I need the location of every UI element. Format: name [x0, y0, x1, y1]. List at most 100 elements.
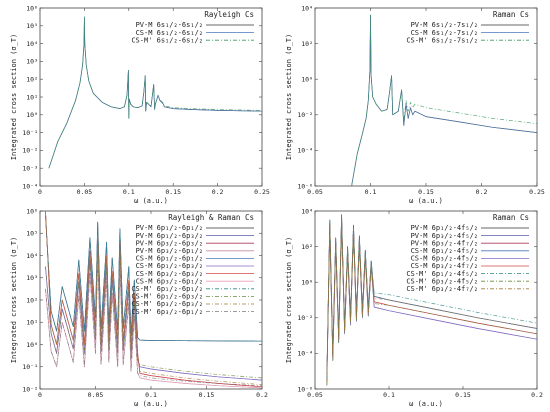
y-tick-label: 10⁻¹ — [22, 129, 38, 137]
legend: PV-M 6p₁/₂-6p₁/₂PV-M 6p₁/₂-6p₃/₂PV-M 6p₃… — [131, 224, 254, 316]
x-tick-label: 0.05 — [307, 391, 323, 399]
y-tick-label: 10⁰ — [301, 279, 313, 287]
chart-panel-4: 0.05 0.1 0.15 0.2 10⁻⁶ 10⁻⁴ 10⁻² 10⁰ 10² 10⁴ ω (a.… — [285, 207, 543, 408]
y-tick-label: 10⁰ — [301, 76, 313, 84]
chart-title: Raman Cs — [493, 10, 529, 19]
series-group — [326, 214, 537, 386]
x-tick-label: 0.25 — [254, 188, 270, 196]
series-line-2 — [351, 14, 537, 186]
y-tick-label: 10⁴ — [26, 252, 38, 260]
x-tick-label: 0.05 — [88, 391, 104, 399]
y-tick-label: 10⁵ — [26, 22, 38, 30]
legend-entry-label: CS-M 6p₃/₂-4f₇/₂ — [411, 262, 478, 270]
y-tick-label: 10⁻⁶ — [297, 182, 313, 190]
x-axis-label: ω (a.u.) — [409, 400, 443, 408]
y-tick-label: 10⁻² — [297, 314, 313, 322]
legend-entry-label: CS-M 6p₁/₂-6p₁/₂ — [136, 255, 203, 263]
legend-entry-label: CS-M' 6p₃/₂-6p₁/₂ — [131, 308, 203, 316]
chart-title: Raman Cs — [493, 213, 529, 222]
x-tick-label: 0.2 — [212, 188, 224, 196]
x-axis-label: ω (a.u.) — [409, 197, 443, 205]
legend: PV-M 6s₁/₂-6s₁/₂CS-M 6s₁/₂-6s₁/₂CS-M' 6s… — [131, 21, 254, 44]
y-tick-label: 10¹ — [26, 319, 38, 327]
chart-panel-2: 0.05 0.1 0.15 0.2 0.25 10⁻⁶ 10⁻⁴ 10⁻² 10⁰ 10² 10⁴ ω… — [285, 4, 545, 205]
y-tick-label: 10⁶ — [26, 4, 38, 12]
legend-entry-label: CS-M' 6s₁/₂-6s₁/₂ — [131, 36, 203, 44]
x-axis-label: ω (a.u.) — [134, 400, 168, 408]
y-tick-label: 10² — [301, 243, 313, 251]
legend-entry-label: CS-M 6s₁/₂-7s₁/₂ — [411, 29, 478, 37]
legend-entry-label: CS-M 6s₁/₂-6s₁/₂ — [136, 29, 203, 37]
y-tick-label: 10⁻⁶ — [297, 385, 313, 393]
series-line-3 — [351, 14, 537, 186]
x-tick-label: 0.05 — [77, 188, 93, 196]
y-tick-label: 10⁻⁴ — [297, 350, 313, 358]
y-tick-label: 10² — [26, 76, 38, 84]
legend-entry-label: CS-M 6p₁/₂-4f₅/₂ — [411, 247, 478, 255]
y-axis-label: Integrated cross section (σ_T) — [285, 34, 293, 160]
y-tick-label: 10⁶ — [26, 207, 38, 215]
y-tick-label: 10² — [301, 40, 313, 48]
legend-entry-label: PV-M 6p₃/₂-6p₁/₂ — [136, 247, 203, 255]
legend-entry-label: CS-M' 6s₁/₂-7s₁/₂ — [406, 36, 478, 44]
x-tick-label: 0.2 — [256, 391, 268, 399]
x-tick-label: 0.25 — [529, 188, 545, 196]
legend-entry-label: PV-M 6p₃/₂-4f₅/₂ — [411, 232, 478, 240]
x-tick-label: 0.05 — [307, 188, 323, 196]
series-line-8 — [45, 257, 262, 389]
legend-entry-label: CS-M 6p₃/₂-4f₅/₂ — [411, 255, 478, 263]
x-tick-label: 0.2 — [476, 188, 488, 196]
x-tick-label: 0.15 — [165, 188, 181, 196]
series-line-9 — [45, 215, 262, 342]
y-tick-label: 10⁵ — [26, 230, 38, 238]
legend-entry-label: CS-M 6p₃/₂-6p₁/₂ — [136, 277, 203, 285]
series-group — [48, 16, 262, 169]
chart-panel-3: 0 0.05 0.1 0.15 0.2 10⁻² 10⁻¹ 10⁰ 10¹ 10² 10³ 10⁴ 10… — [10, 207, 268, 408]
legend-entry-label: CS-M 6p₁/₂-6p₃/₂ — [136, 262, 203, 270]
x-tick-label: 0.1 — [123, 188, 135, 196]
x-axis-label: ω (a.u.) — [134, 197, 168, 205]
x-tick-label: 0.1 — [145, 391, 157, 399]
legend-entry-label: PV-M 6p₁/₂-6p₃/₂ — [136, 232, 203, 240]
legend-entry-label: CS-M' 6p₃/₂-6p₃/₂ — [131, 300, 203, 308]
y-tick-label: 10⁻¹ — [22, 363, 38, 371]
y-tick-label: 10⁻³ — [22, 165, 38, 173]
y-tick-label: 10¹ — [26, 93, 38, 101]
legend-entry-label: CS-M' 6p₁/₂-6p₁/₂ — [131, 285, 203, 293]
legend-entry-label: PV-M 6p₁/₂-6p₁/₂ — [136, 224, 203, 232]
series-line-8 — [326, 223, 537, 386]
series-line-11 — [45, 211, 262, 385]
legend-entry-label: CS-M 6p₃/₂-6p₃/₂ — [136, 270, 203, 278]
y-axis-label: Integrated cross section (σ_T) — [10, 237, 18, 363]
y-tick-label: 10⁴ — [26, 40, 38, 48]
x-tick-label: 0.2 — [531, 391, 543, 399]
series-group — [45, 211, 262, 389]
y-tick-label: 10⁻² — [22, 385, 38, 393]
legend-entry-label: PV-M 6p₁/₂-4f₅/₂ — [411, 224, 478, 232]
legend-entry-label: PV-M 6p₃/₂-4f₇/₂ — [411, 239, 478, 247]
legend: PV-M 6s₁/₂-7s₁/₂CS-M 6s₁/₂-7s₁/₂CS-M' 6s… — [406, 21, 529, 44]
legend-entry-label: CS-M' 6p₁/₂-4f₅/₂ — [406, 270, 478, 278]
x-tick-label: 0.15 — [418, 188, 434, 196]
legend-entry-label: PV-M 6s₁/₂-6s₁/₂ — [136, 21, 203, 29]
chart-panel-1: 0 0.05 0.1 0.15 0.2 0.25 10⁻⁴ 10⁻³ 10⁻² 10⁻¹ 10⁰ 10… — [10, 4, 270, 205]
legend: PV-M 6p₁/₂-4f₅/₂PV-M 6p₃/₂-4f₅/₂PV-M 6p₃… — [406, 224, 529, 293]
x-tick-label: 0.15 — [455, 391, 471, 399]
y-tick-label: 10⁻⁴ — [22, 182, 38, 190]
legend-entry-label: PV-M 6p₃/₂-6p₃/₂ — [136, 239, 203, 247]
y-axis-label: Integrated cross section (σ_T) — [285, 237, 293, 363]
y-tick-label: 10³ — [26, 274, 38, 282]
legend-entry-label: CS-M' 6p₃/₂-4f₅/₂ — [406, 277, 478, 285]
x-tick-label: 0.15 — [199, 391, 215, 399]
y-tick-label: 10⁴ — [301, 4, 313, 12]
legend-entry-label: CS-M' 6p₁/₂-6p₃/₂ — [131, 293, 203, 301]
plot-frame — [314, 210, 538, 390]
chart-title: Rayleigh Cs — [204, 10, 254, 19]
y-tick-label: 10⁻² — [22, 147, 38, 155]
series-line-3 — [48, 16, 262, 169]
x-tick-label: 0 — [38, 391, 42, 399]
chart-title: Rayleigh & Raman Cs — [168, 213, 254, 222]
y-tick-label: 10⁰ — [26, 111, 38, 119]
x-tick-label: 0.1 — [383, 391, 395, 399]
